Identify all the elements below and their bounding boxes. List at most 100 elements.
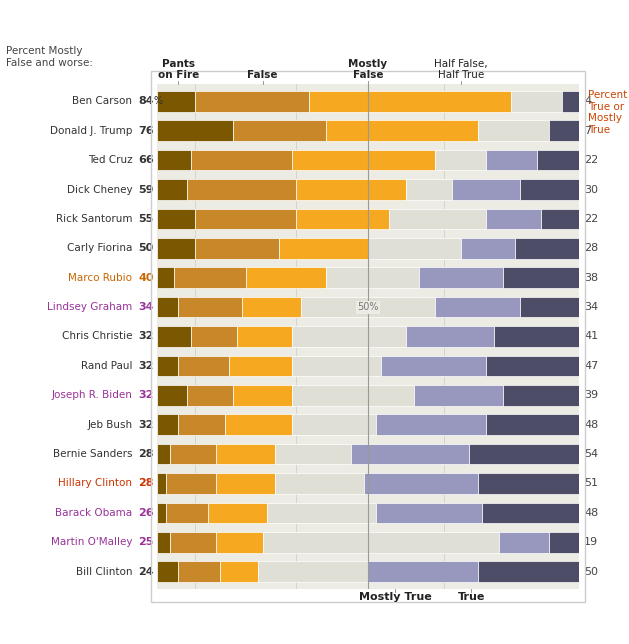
Bar (157, 179, 187, 200)
Text: True: True (457, 592, 485, 603)
Bar (549, 532, 579, 553)
Bar (292, 327, 406, 346)
Text: 22: 22 (584, 214, 598, 224)
Bar (520, 179, 579, 200)
Text: Pants
on Fire: Pants on Fire (158, 59, 199, 80)
Bar (157, 238, 195, 259)
Text: Rand Paul: Rand Paul (81, 361, 132, 371)
Text: Carly Fiorina: Carly Fiorina (67, 243, 132, 253)
Bar (246, 267, 326, 288)
Bar (242, 297, 301, 317)
Text: 26: 26 (138, 508, 153, 518)
Text: 50: 50 (584, 567, 598, 576)
Bar (195, 209, 296, 229)
Text: 34: 34 (584, 302, 598, 312)
Bar (157, 414, 179, 435)
Bar (237, 327, 292, 346)
Bar (292, 355, 381, 376)
Bar (406, 179, 452, 200)
Bar (537, 150, 579, 171)
Text: 19: 19 (584, 537, 598, 547)
Bar (469, 444, 579, 464)
Text: Bill Clinton: Bill Clinton (75, 567, 132, 576)
Bar (292, 414, 376, 435)
Bar (406, 327, 494, 346)
Text: 32: 32 (138, 361, 153, 371)
Bar (516, 238, 579, 259)
Bar (157, 297, 179, 317)
Text: 40: 40 (138, 272, 153, 283)
Bar (376, 414, 486, 435)
Bar (368, 238, 460, 259)
Bar (486, 355, 579, 376)
Bar (418, 267, 503, 288)
Bar (477, 562, 579, 582)
Text: Hillary Clinton: Hillary Clinton (58, 478, 132, 488)
Bar (292, 385, 415, 406)
Bar (187, 385, 233, 406)
Bar (511, 91, 562, 111)
Bar (157, 91, 195, 111)
Bar (157, 327, 191, 346)
Text: Bernie Sanders: Bernie Sanders (53, 449, 132, 459)
Text: 54: 54 (584, 449, 598, 459)
Bar (263, 532, 499, 553)
Bar (520, 297, 579, 317)
Text: Ted Cruz: Ted Cruz (87, 155, 132, 165)
Bar (326, 120, 477, 141)
Bar (296, 179, 406, 200)
Bar (157, 502, 165, 523)
Bar (191, 327, 237, 346)
Bar (170, 444, 216, 464)
Text: 32: 32 (138, 332, 153, 341)
Bar (157, 209, 195, 229)
Bar (208, 502, 267, 523)
Text: 34: 34 (138, 302, 153, 312)
Bar (233, 120, 326, 141)
Bar (389, 209, 486, 229)
Text: Lindsey Graham: Lindsey Graham (47, 302, 132, 312)
Bar (482, 502, 579, 523)
Text: 22: 22 (584, 155, 598, 165)
Text: Mostly True: Mostly True (359, 592, 431, 603)
Bar (259, 562, 368, 582)
Text: 38: 38 (584, 272, 598, 283)
Bar (364, 473, 477, 494)
Bar (309, 91, 511, 111)
Text: Rick Santorum: Rick Santorum (56, 214, 132, 224)
Text: 50%: 50% (357, 302, 379, 312)
Text: Martin O'Malley: Martin O'Malley (51, 537, 132, 547)
Bar (165, 473, 216, 494)
Bar (157, 120, 233, 141)
Bar (216, 532, 263, 553)
Text: 28: 28 (138, 449, 153, 459)
Bar (157, 532, 170, 553)
Bar (276, 473, 364, 494)
Text: 59: 59 (138, 185, 153, 194)
Bar (562, 91, 579, 111)
Text: Half False,
Half True: Half False, Half True (434, 59, 487, 80)
Bar (301, 297, 435, 317)
Bar (157, 150, 191, 171)
Text: Dick Cheney: Dick Cheney (67, 185, 132, 194)
Bar (229, 355, 292, 376)
Text: Marco Rubio: Marco Rubio (69, 272, 132, 283)
Text: 55: 55 (138, 214, 153, 224)
Bar (503, 267, 579, 288)
Text: 32: 32 (138, 420, 153, 430)
Text: 39: 39 (584, 390, 598, 401)
Text: 4: 4 (584, 97, 591, 106)
Text: %: % (153, 97, 163, 106)
Text: 66: 66 (138, 155, 153, 165)
Text: 50: 50 (138, 243, 153, 253)
Bar (326, 267, 418, 288)
Bar (368, 562, 477, 582)
Bar (179, 414, 225, 435)
Bar (187, 179, 296, 200)
Bar (276, 444, 351, 464)
Text: 28: 28 (584, 243, 598, 253)
Text: 47: 47 (584, 361, 598, 371)
Bar (503, 385, 579, 406)
Text: 84: 84 (138, 97, 153, 106)
Bar (216, 473, 276, 494)
